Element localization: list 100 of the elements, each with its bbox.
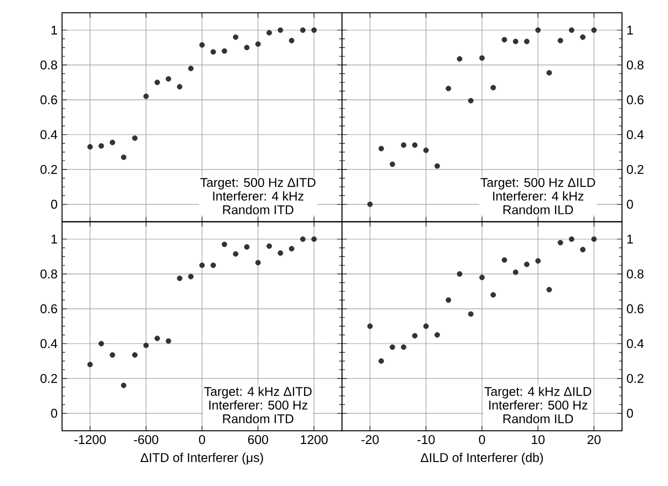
point (166, 338, 172, 344)
point (558, 38, 564, 44)
point (87, 144, 93, 150)
point (311, 28, 317, 34)
point (110, 140, 116, 146)
annotation: Target: 500 Hz ΔILD (480, 178, 596, 190)
point (546, 70, 552, 76)
annotation: Target: 4 kHz ΔILD (484, 386, 592, 399)
point (446, 86, 452, 92)
point (188, 274, 194, 280)
point (479, 56, 485, 61)
x-tick-label: 0 (199, 435, 206, 444)
point (412, 333, 418, 339)
x-tick-label: -600 (134, 435, 158, 444)
point (479, 274, 485, 280)
annotation: Random ILD (503, 205, 573, 215)
point (176, 84, 182, 90)
y-tick-label: 0.2 (626, 165, 644, 174)
point (255, 260, 261, 266)
y-tick-label: 0.4 (626, 339, 644, 348)
y-tick-label: 0.2 (40, 374, 57, 384)
x-tick-label: 0 (478, 435, 486, 444)
y-tick-label: 1 (52, 26, 58, 35)
point (278, 250, 284, 256)
point (132, 352, 138, 358)
point (143, 342, 149, 348)
point (378, 146, 384, 152)
annotation: Interferer: 4 kHz (213, 192, 304, 201)
x-tick-label: 1200 (300, 435, 328, 444)
y-tick-label: 0.6 (40, 304, 58, 314)
y-tick-label: 0.6 (626, 304, 644, 314)
point (244, 244, 250, 250)
point (558, 240, 564, 246)
point (390, 344, 396, 350)
point (535, 28, 541, 34)
point (199, 42, 205, 48)
point (580, 34, 586, 40)
point (378, 358, 384, 364)
point (367, 324, 373, 330)
y-tick-label: 0.2 (626, 374, 644, 384)
point (98, 341, 104, 347)
point (490, 85, 496, 91)
y-tick-label: 0.4 (626, 130, 644, 140)
annotation: Random ITD (223, 205, 294, 215)
y-tick-label: 0.6 (40, 96, 58, 105)
point (222, 48, 228, 54)
point (288, 246, 294, 252)
point (524, 262, 530, 268)
annotation: Interferer: 500 Hz (489, 400, 588, 410)
x-tick-label: 10 (532, 435, 545, 444)
point (535, 258, 541, 264)
point (300, 236, 306, 242)
point (434, 163, 440, 169)
y-tick-label: 0.8 (40, 270, 58, 279)
y-tick-label: 1 (627, 235, 633, 244)
x-tick-label: -10 (417, 435, 435, 444)
x-tick-label: 20 (588, 435, 601, 444)
annotation: Random ILD (503, 414, 573, 424)
point (300, 28, 306, 34)
point (423, 324, 429, 330)
y-tick-label: 0.6 (626, 96, 644, 105)
point (311, 236, 317, 242)
x-tick-label: -20 (361, 435, 379, 444)
annotation: Random ITD (223, 414, 294, 424)
point (367, 202, 373, 208)
point (154, 80, 160, 86)
y-tick-label: 0.8 (626, 270, 644, 279)
point (524, 38, 530, 44)
point (132, 136, 138, 142)
point (512, 38, 518, 44)
x-axis-title: ΔILD of Interferer (db) (420, 452, 543, 465)
point (568, 28, 574, 34)
y-tick-label: 1 (627, 26, 633, 35)
y-tick-label: 0.8 (40, 60, 58, 70)
point (446, 298, 452, 304)
point (400, 142, 406, 148)
point (266, 30, 272, 36)
point (120, 382, 126, 388)
y-tick-label: 0 (626, 200, 633, 210)
point (591, 28, 597, 34)
point (166, 76, 172, 82)
y-tick-label: 0 (51, 409, 58, 418)
point (423, 148, 429, 154)
point (456, 271, 462, 277)
point (400, 344, 406, 350)
point (490, 292, 496, 298)
point (434, 332, 440, 338)
point (591, 236, 597, 242)
point (512, 270, 518, 276)
point (568, 236, 574, 242)
annotation: Interferer: 4 kHz (493, 192, 584, 201)
x-tick-label: 600 (248, 435, 268, 444)
x-axis-title: ΔITD of Interferer (μs) (140, 452, 264, 465)
point (210, 262, 216, 268)
point (120, 154, 126, 160)
y-tick-label: 0 (626, 409, 633, 418)
point (232, 34, 238, 40)
point (188, 66, 194, 72)
point (288, 38, 294, 44)
y-tick-label: 0 (51, 200, 58, 210)
